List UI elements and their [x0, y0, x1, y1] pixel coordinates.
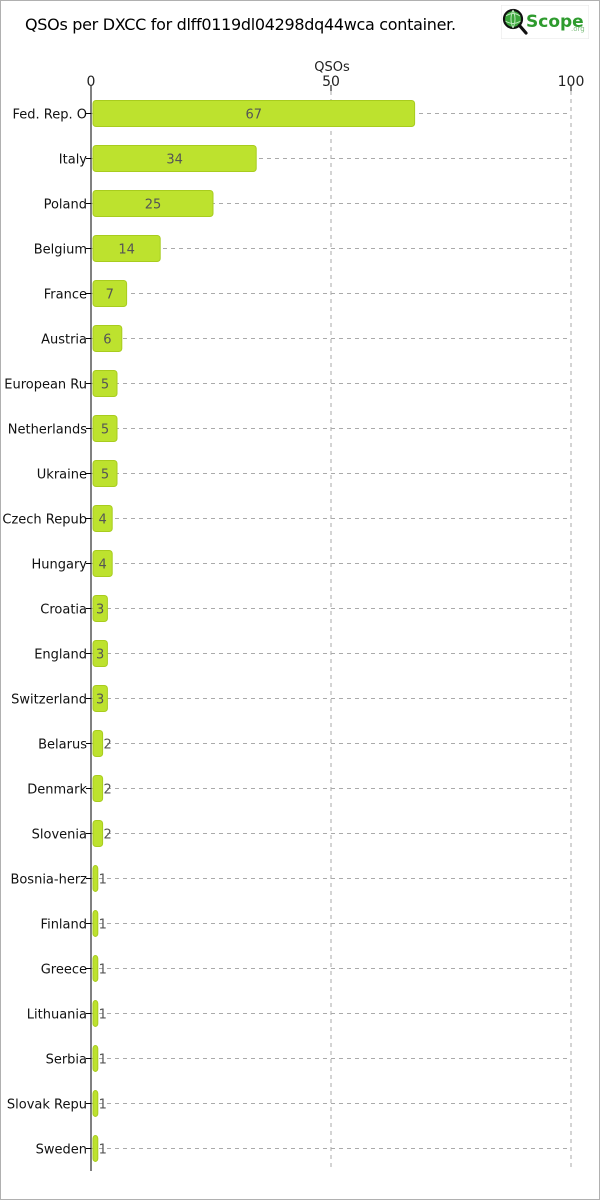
category-label: Netherlands	[8, 423, 87, 438]
bar-value-label: 67	[246, 108, 263, 123]
bar	[92, 550, 113, 577]
bar-value-label: 5	[101, 423, 109, 438]
bars: 67 34 25 14 7 6 5 5 5 4 4 3 3 3 2 2 2 1 1 1 1 1 1 1	[92, 100, 416, 1162]
category-label: Ukraine	[37, 468, 87, 483]
bar-value-label: 25	[145, 198, 162, 213]
bar	[92, 640, 108, 667]
chart-title: QSOs per DXCC for dlff0119dl04298dq44wca…	[25, 15, 456, 34]
category-label: Fed. Rep. O	[13, 108, 87, 123]
grid-lines	[91, 91, 572, 1171]
logo-domain: .org	[571, 25, 585, 33]
x-axis-title: QSOs	[314, 60, 350, 75]
bar	[92, 685, 108, 712]
qscope-logo: Scope .org	[501, 5, 589, 39]
category-label: Czech Repub	[2, 513, 87, 528]
category-labels: Fed. Rep. O Italy Poland Belgium France Austr…	[2, 108, 87, 1158]
bar	[92, 460, 118, 487]
bar-value-label: 1	[99, 963, 107, 978]
bar-value-label: 2	[103, 738, 111, 753]
bar	[92, 910, 99, 937]
bar	[92, 955, 99, 982]
category-label: Bosnia-herz	[10, 873, 87, 888]
category-label: Poland	[44, 198, 87, 213]
bar	[92, 1045, 99, 1072]
bar-value-label: 1	[99, 1143, 107, 1158]
bar	[92, 1000, 99, 1027]
logo-wordmark: Scope	[526, 12, 584, 32]
category-label: European Ru	[4, 378, 87, 393]
category-label: Belgium	[34, 243, 87, 258]
category-label: Belarus	[38, 738, 87, 753]
category-label: England	[34, 648, 87, 663]
bar-value-label: 3	[96, 693, 104, 708]
bar-value-label: 3	[96, 603, 104, 618]
bar	[92, 1090, 99, 1117]
bar-value-label: 1	[99, 873, 107, 888]
bar	[92, 730, 104, 757]
bar-value-label: 1	[99, 1053, 107, 1068]
category-label: Hungary	[31, 558, 87, 573]
bar	[92, 820, 104, 847]
bar	[92, 190, 214, 217]
bar-value-label: 1	[99, 1098, 107, 1113]
category-label: Greece	[41, 963, 87, 978]
category-label: Sweden	[36, 1143, 87, 1158]
bar	[92, 1135, 99, 1162]
category-label: Switzerland	[11, 693, 87, 708]
bar	[92, 595, 108, 622]
bar-value-label: 6	[103, 333, 111, 348]
category-label: Lithuania	[27, 1008, 87, 1023]
bar-value-label: 4	[98, 558, 106, 573]
category-label: Croatia	[40, 603, 87, 618]
bar-value-label: 3	[96, 648, 104, 663]
category-label: France	[44, 288, 87, 303]
bar	[92, 775, 104, 802]
bar	[92, 280, 128, 307]
bar	[92, 235, 161, 262]
category-label: Finland	[41, 918, 87, 933]
x-tick-label: 100	[558, 74, 585, 90]
bar-value-label: 4	[98, 513, 106, 528]
bar	[92, 865, 99, 892]
category-label: Denmark	[27, 783, 87, 798]
category-label: Italy	[59, 153, 88, 168]
category-label: Slovenia	[32, 828, 87, 843]
bar-value-label: 1	[99, 1008, 107, 1023]
bar-value-label: 5	[101, 378, 109, 393]
category-label: Slovak Repu	[7, 1098, 87, 1113]
x-tick-label: 50	[322, 74, 340, 90]
category-label: Serbia	[46, 1053, 87, 1068]
bar	[92, 325, 123, 352]
bar-value-label: 5	[101, 468, 109, 483]
bar	[92, 370, 118, 397]
bar	[92, 505, 113, 532]
bar-value-label: 1	[99, 918, 107, 933]
magnifier-globe-icon	[502, 8, 528, 35]
category-label: Austria	[41, 333, 87, 348]
bar	[92, 415, 118, 442]
bar-value-label: 7	[106, 288, 114, 303]
bar-value-label: 2	[103, 828, 111, 843]
bar-value-label: 34	[166, 153, 183, 168]
bar-value-label: 14	[118, 243, 135, 258]
x-axis-ticks: 0 50 100	[86, 74, 584, 1149]
bar	[92, 100, 416, 127]
x-tick-label: 0	[87, 74, 96, 90]
bar-value-label: 2	[103, 783, 111, 798]
bar	[92, 145, 257, 172]
